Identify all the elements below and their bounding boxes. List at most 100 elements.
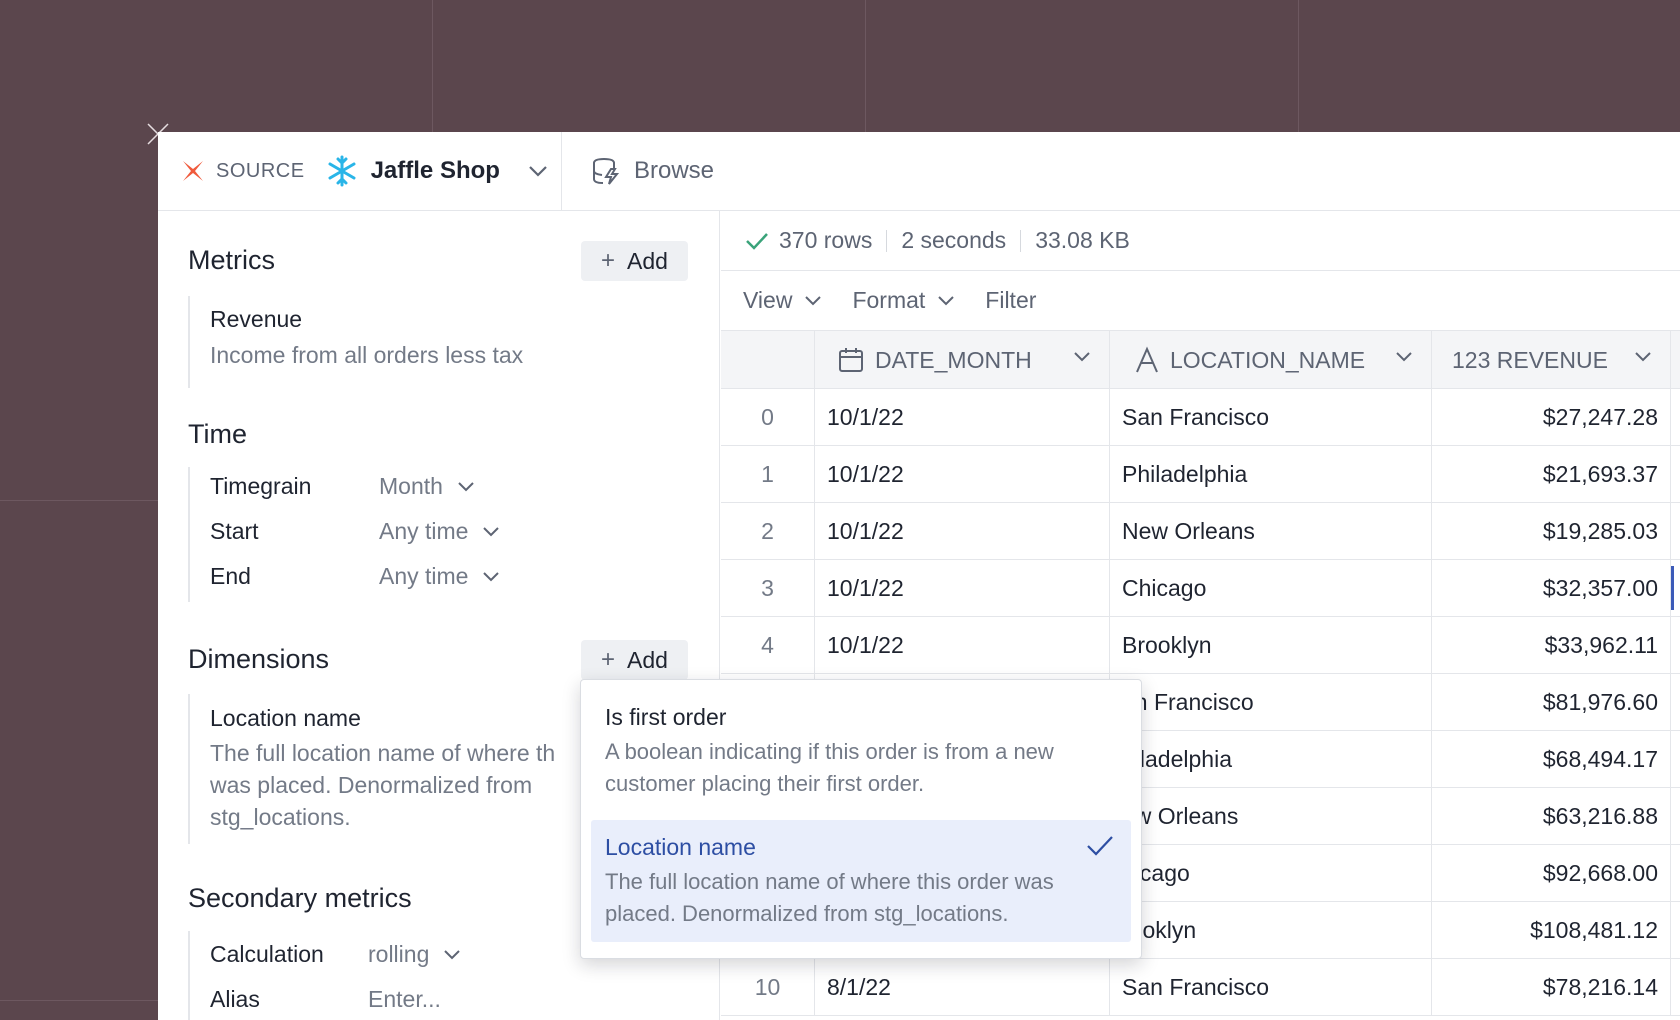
source-name: Jaffle Shop [370,157,500,184]
column-header-date-month[interactable]: DATE_MONTH [815,331,1110,389]
row-index[interactable]: 4 [721,617,815,673]
filter-button[interactable]: Filter [985,287,1036,314]
option-description-line: The full location name of where this ord… [605,869,1054,894]
end-value: Any time [379,563,469,589]
row-index[interactable]: 2 [721,503,815,559]
date-month-cell[interactable]: 10/1/22 [815,446,1110,502]
alias-input[interactable]: Enter... [368,986,441,1012]
location-name-cell[interactable]: San Francisco [1110,959,1432,1015]
query-duration: 2 seconds [901,227,1007,253]
location-name-cell[interactable]: Brooklyn [1110,617,1432,673]
results-panel: 370 rows 2 seconds 33.08 KB View Format … [721,211,1680,1020]
view-menu-button[interactable]: View [743,287,822,314]
date-month-cell[interactable]: 10/1/22 [815,389,1110,445]
add-metric-button[interactable]: + Add [581,241,688,281]
source-selector[interactable]: SOURCE Jaffle Shop [158,132,562,210]
revenue-cell[interactable]: $19,285.03 [1432,503,1671,559]
column-header-revenue[interactable]: 123 REVENUE [1432,331,1671,389]
query-builder-panel: Metrics + Add Revenue Income from all or… [158,211,720,1020]
revenue-cell[interactable]: $27,247.28 [1432,389,1671,445]
row-index[interactable]: 0 [721,389,815,445]
add-dimension-label: Add [627,646,668,673]
calculation-value: rolling [368,941,430,967]
dimension-description-line: stg_locations. [210,804,351,830]
dropdown-option-is-first-order[interactable]: Is first order A boolean indicating if t… [591,690,1131,812]
dimension-description-line: was placed. Denormalized from [210,772,533,798]
location-name-cell[interactable]: rooklyn [1110,902,1432,958]
option-description: The full location name of where this ord… [605,866,1117,930]
browse-button[interactable]: Browse [590,155,714,187]
chevron-down-icon[interactable] [1634,351,1652,363]
calculation-select[interactable]: rolling [368,941,461,968]
revenue-cell[interactable]: $33,962.11 [1432,617,1671,673]
add-dimension-button[interactable]: + Add [581,640,688,680]
dbt-logo-icon [183,161,203,181]
start-select[interactable]: Any time [379,518,500,545]
location-name-cell[interactable]: San Francisco [1110,389,1432,445]
location-name-cell[interactable]: an Francisco [1110,674,1432,730]
table-row: ew Orleans $63,216.88 [721,788,1680,845]
metric-item-revenue[interactable]: Revenue [210,306,303,332]
revenue-cell[interactable]: $81,976.60 [1432,674,1671,730]
chevron-down-icon[interactable] [1395,351,1413,363]
option-description: A boolean indicating if this order is fr… [605,736,1117,800]
end-select[interactable]: Any time [379,563,500,590]
metrics-group-bar [188,296,190,388]
snowflake-icon [328,155,356,187]
option-description-line: customer placing their first order. [605,771,925,796]
row-count: 370 rows [779,227,873,253]
table-row: 1 10/1/22 Philadelphia $21,693.37 [721,446,1680,503]
location-name-cell[interactable]: Chicago [1110,560,1432,616]
dimension-description: The full location name of where th was p… [210,737,555,833]
revenue-cell[interactable]: $32,357.00 [1432,560,1674,616]
location-name-cell[interactable]: ew Orleans [1110,788,1432,844]
option-title: Is first order [605,704,727,730]
chevron-down-icon[interactable] [1073,351,1091,363]
end-label: End [210,563,251,589]
date-month-cell[interactable]: 8/1/22 [815,959,1110,1015]
dimensions-group-bar [188,694,190,844]
revenue-cell[interactable]: $21,693.37 [1432,446,1671,502]
table-row: 3 10/1/22 Chicago $32,357.00 [721,560,1680,617]
location-name-cell[interactable]: Philadelphia [1110,446,1432,502]
timegrain-select[interactable]: Month [379,473,475,500]
revenue-cell[interactable]: $108,481.12 [1432,902,1671,958]
cell-selection-marker [1671,566,1674,610]
chevron-down-icon [444,949,461,959]
revenue-cell[interactable]: $92,668.00 [1432,845,1671,901]
source-label: SOURCE [216,159,305,182]
time-heading: Time [188,419,247,449]
filter-label: Filter [985,287,1037,313]
chevron-down-icon [529,166,547,177]
chevron-down-icon [938,295,954,305]
timegrain-label: Timegrain [210,473,312,499]
date-month-cell[interactable]: 10/1/22 [815,560,1110,616]
revenue-cell[interactable]: $63,216.88 [1432,788,1671,844]
dropdown-option-location-name[interactable]: Location name The full location name of … [591,820,1131,942]
stats-divider [1020,229,1022,252]
source-dropdown-button[interactable] [528,164,548,178]
metric-description: Income from all orders less tax [210,342,524,368]
row-index[interactable]: 1 [721,446,815,502]
alias-label: Alias [210,986,260,1012]
timegrain-value: Month [379,473,443,499]
row-index[interactable]: 3 [721,560,815,616]
date-month-cell[interactable]: 10/1/22 [815,617,1110,673]
revenue-cell[interactable]: $78,216.14 [1432,959,1671,1015]
table-row: 4 10/1/22 Brooklyn $33,962.11 [721,617,1680,674]
column-header-location-name[interactable]: LOCATION_NAME [1110,331,1432,389]
browse-label: Browse [634,157,715,184]
table-row: an Francisco $81,976.60 [721,674,1680,731]
location-name-cell[interactable]: hicago [1110,845,1432,901]
stats-divider [886,229,888,252]
row-index[interactable]: 10 [721,959,815,1015]
result-size: 33.08 KB [1035,227,1130,253]
revenue-cell[interactable]: $68,494.17 [1432,731,1671,787]
date-month-cell[interactable]: 10/1/22 [815,503,1110,559]
format-menu-button[interactable]: Format [852,287,955,314]
location-name-cell[interactable]: hiladelphia [1110,731,1432,787]
dimension-item-location-name[interactable]: Location name [210,705,361,731]
option-description-line: A boolean indicating if this order is fr… [605,739,1054,764]
bg-gridline [865,0,866,132]
location-name-cell[interactable]: New Orleans [1110,503,1432,559]
